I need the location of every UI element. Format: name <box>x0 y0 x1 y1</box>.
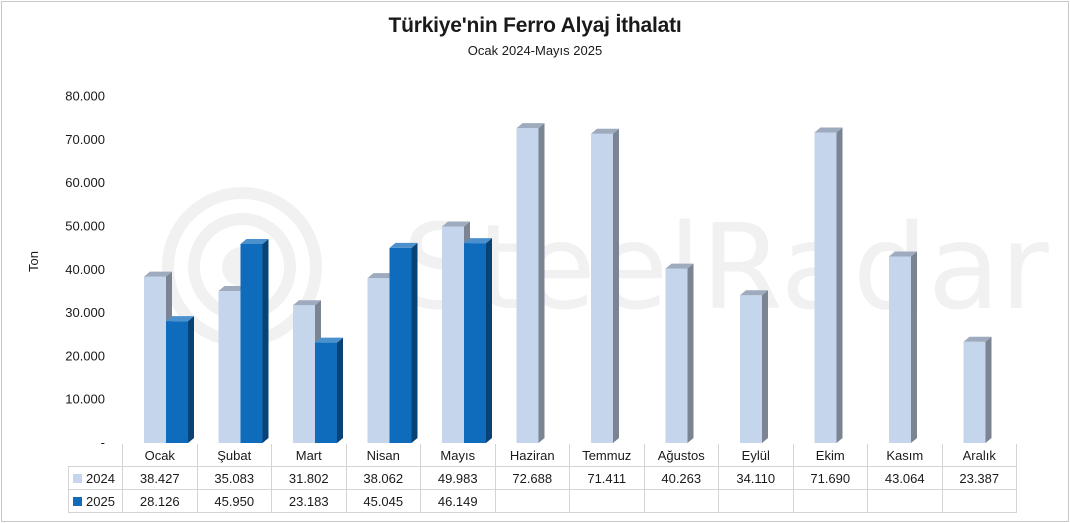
data-cell-2025 <box>569 489 645 513</box>
data-cell-2024: 34.110 <box>718 466 794 490</box>
category-label: Aralık <box>941 444 1017 467</box>
legend-label-2024: 2024 <box>86 470 115 486</box>
category-label: Nisan <box>345 444 421 467</box>
data-cell-2024: 71.411 <box>569 466 645 490</box>
bar-2025-Şubat <box>240 238 269 443</box>
data-cell-2025: 45.950 <box>196 489 272 513</box>
bar-2024-Temmuz <box>591 128 619 443</box>
chart-title: Türkiye'nin Ferro Alyaj İthalatı <box>388 14 682 37</box>
data-cell-2024: 49.983 <box>420 466 496 490</box>
y-tick-label: 80.000 <box>65 89 105 104</box>
y-tick-label: 20.000 <box>65 348 105 363</box>
category-label: Temmuz <box>569 444 645 467</box>
category-label: Kasım <box>867 444 943 467</box>
data-cell-2024: 35.083 <box>196 466 272 490</box>
y-tick-label: - <box>101 435 105 444</box>
data-table-header: Ocak Şubat Mart Nisan Mayıs Haziran Temmuz Ağus… <box>69 444 1017 467</box>
data-cell-2025 <box>941 489 1017 513</box>
bar-chart-plot: - 10.000 20.000 30.000 40.000 50.000 60.000 70.… <box>65 89 992 444</box>
y-tick-label: 40.000 <box>65 262 105 277</box>
data-table-row-2025: 2025 28.126 45.950 23.183 45.045 46.149 <box>68 489 1017 513</box>
data-table-row-2024: 2024 38.427 35.083 31.802 38.062 49.983 72.68… <box>68 466 1017 490</box>
bar-2024-Aralık <box>963 336 992 443</box>
category-label: Ocak <box>122 444 198 467</box>
data-cell-2025: 46.149 <box>420 489 496 513</box>
bar-2025-Mart <box>315 337 343 443</box>
data-cell-2024: 43.064 <box>867 466 943 490</box>
y-tick-label: 30.000 <box>65 305 105 320</box>
chart-subtitle: Ocak 2024-Mayıs 2025 <box>467 43 603 58</box>
data-cell-2024: 40.263 <box>643 466 719 490</box>
bar-2024-Eylül <box>740 290 768 443</box>
data-cell-2025 <box>792 489 868 513</box>
category-label: Ekim <box>792 444 868 467</box>
data-cell-2025: 28.126 <box>122 489 198 513</box>
data-cell-2025 <box>867 489 943 513</box>
data-cell-2024: 71.690 <box>792 466 868 490</box>
data-cell-2025 <box>718 489 794 513</box>
legend-swatch-2024 <box>73 473 82 483</box>
data-cell-2024: 23.387 <box>941 466 1017 490</box>
legend-swatch-2025 <box>73 496 82 506</box>
bar-2025-Nisan <box>389 242 418 443</box>
bar-2025-Ocak <box>166 316 194 443</box>
category-label: Ağustos <box>643 444 719 467</box>
bar-2025-Mayıs <box>464 238 492 443</box>
data-cell-2025 <box>494 489 570 513</box>
data-cell-2025 <box>643 489 719 513</box>
legend-label-2025: 2025 <box>86 493 115 509</box>
category-label: Eylül <box>718 444 794 467</box>
data-cell-2024: 38.427 <box>122 466 198 490</box>
y-tick-label: 10.000 <box>65 392 105 407</box>
data-table-corner <box>69 444 123 467</box>
bar-2024-Ekim <box>814 127 843 444</box>
data-cell-2025: 23.183 <box>271 489 347 513</box>
bar-2024-Kasım <box>889 251 917 443</box>
data-cell-2025: 45.045 <box>345 489 421 513</box>
bar-2024-Ağustos <box>665 263 694 443</box>
data-cell-2024: 72.688 <box>494 466 570 490</box>
data-cell-2024: 31.802 <box>271 466 347 490</box>
y-tick-label: 50.000 <box>65 218 105 233</box>
legend-entry-2025: 2025 <box>68 489 123 513</box>
legend-entry-2024: 2024 <box>68 466 123 490</box>
data-table: Ocak Şubat Mart Nisan Mayıs Haziran Temmuz Ağus… <box>68 444 1017 513</box>
data-cell-2024: 38.062 <box>345 466 421 490</box>
y-tick-label: 70.000 <box>65 132 105 147</box>
y-tick-label: 60.000 <box>65 175 105 190</box>
category-label: Şubat <box>196 444 272 467</box>
category-label: Mart <box>271 444 347 467</box>
bar-2024-Haziran <box>516 123 545 443</box>
category-label: Haziran <box>494 444 570 467</box>
category-label: Mayıs <box>420 444 496 467</box>
